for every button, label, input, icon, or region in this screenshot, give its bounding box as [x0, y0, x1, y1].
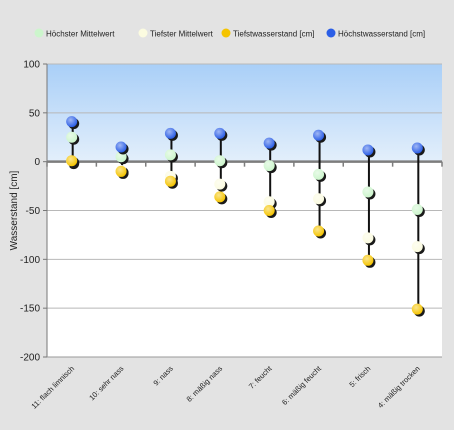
- point-highlight: [313, 193, 325, 205]
- point-highlight: [66, 131, 78, 143]
- x-tick-label: 8: mäßig nass: [185, 364, 225, 404]
- legend-label: Höchster Mittelwert: [46, 30, 115, 39]
- point-highlight: [164, 175, 176, 187]
- point-highlight: [263, 160, 275, 172]
- point-highlight: [411, 303, 423, 315]
- point-highlight: [214, 191, 226, 203]
- legend-marker: [221, 28, 231, 38]
- y-tick-label: 0: [34, 157, 40, 168]
- point-highlight: [214, 178, 226, 190]
- point-highlight: [263, 205, 275, 216]
- y-tick-label: -200: [20, 353, 40, 364]
- series-4: [66, 116, 425, 158]
- legend-label: Tiefstwasserstand [cm]: [233, 30, 315, 39]
- point-highlight: [411, 204, 423, 216]
- x-tick-label: 5: frisch: [347, 364, 372, 389]
- x-tick-label: 6: mäßig feucht: [280, 363, 324, 407]
- point-highlight: [411, 142, 423, 154]
- point-highlight: [66, 155, 78, 167]
- point-highlight: [313, 129, 325, 141]
- y-tick-label: -50: [26, 206, 41, 217]
- point-highlight: [164, 149, 176, 161]
- point-highlight: [362, 144, 374, 156]
- y-tick-label: 100: [23, 60, 40, 71]
- legend-marker: [34, 28, 44, 38]
- x-tick-label: 11: flach limnisch: [29, 364, 76, 411]
- point-highlight: [115, 165, 127, 177]
- point-highlight: [362, 232, 374, 244]
- point-highlight: [411, 241, 423, 253]
- point-highlight: [164, 127, 176, 139]
- point-highlight: [263, 137, 275, 149]
- series-3: [66, 155, 425, 317]
- y-axis-title: Wasserstand [cm]: [9, 170, 20, 250]
- y-tick-label: 50: [29, 108, 41, 119]
- x-tick-label: 10: sehr nass: [87, 364, 125, 402]
- point-highlight: [115, 141, 127, 153]
- legend-marker: [138, 28, 148, 38]
- point-highlight: [263, 196, 275, 208]
- point-highlight: [214, 127, 226, 139]
- series-1: [66, 131, 425, 218]
- x-tick-label: 4: mäßig trocken: [376, 364, 422, 410]
- point-highlight: [313, 225, 325, 237]
- legend-label: Tiefster Mittelwert: [150, 30, 214, 39]
- point-highlight: [66, 116, 78, 128]
- x-tick-label: 9: nass: [151, 364, 175, 388]
- point-highlight: [214, 155, 226, 167]
- y-tick-label: -150: [20, 304, 40, 315]
- legend-marker: [326, 28, 336, 38]
- point-highlight: [313, 168, 325, 180]
- y-tick-label: -100: [20, 255, 40, 266]
- legend-label: Höchstwasserstand [cm]: [338, 30, 425, 39]
- point-highlight: [362, 186, 374, 198]
- x-tick-label: 7: feucht: [247, 363, 274, 390]
- point-highlight: [362, 254, 374, 266]
